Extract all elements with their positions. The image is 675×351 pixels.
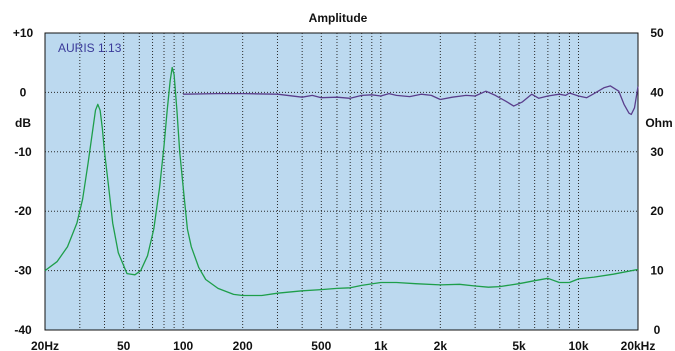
plot-area [44, 32, 639, 331]
x-tick-label: 500 [311, 339, 331, 351]
x-tick-label: 2k [434, 339, 448, 351]
amplitude-curve [183, 85, 639, 116]
x-tick-label: 1k [374, 339, 388, 351]
series-layer [44, 66, 639, 297]
y-left-tick-label: -10 [14, 145, 32, 159]
x-tick-label: 10k [568, 339, 588, 351]
y-left-tick-label: -40 [14, 323, 32, 337]
y-right-tick-label: 50 [650, 26, 664, 40]
y-right-tick-label: 30 [650, 145, 664, 159]
chart-title: Amplitude [309, 11, 368, 25]
y-right-tick-label: 40 [650, 85, 664, 99]
y-left-axis-label: dB [15, 116, 31, 130]
y-right-tick-label: 0 [654, 323, 661, 337]
y-right-tick-label: 10 [650, 264, 664, 278]
y-left-tick-label: 0 [20, 85, 27, 99]
y-left-tick-label: -30 [14, 264, 32, 278]
x-tick-label: 5k [512, 339, 526, 351]
y-right-tick-label: 20 [650, 204, 664, 218]
software-watermark: AURIS 1.13 [58, 41, 122, 55]
x-tick-label: 20kHz [621, 339, 656, 351]
x-tick-label: 200 [233, 339, 253, 351]
y-right-axis-label: Ohm [645, 116, 672, 130]
tick-labels: 20Hz 50 100 200 500 1k 2k 5k 10k 20kHz+100-10-20-… [13, 26, 664, 351]
x-tick-label: 100 [173, 339, 193, 351]
x-tick-label: 50 [117, 339, 131, 351]
impedance-curve [44, 66, 639, 297]
y-left-tick-label: +10 [13, 26, 34, 40]
y-left-tick-label: -20 [14, 204, 32, 218]
x-tick-label: 20Hz [31, 339, 59, 351]
